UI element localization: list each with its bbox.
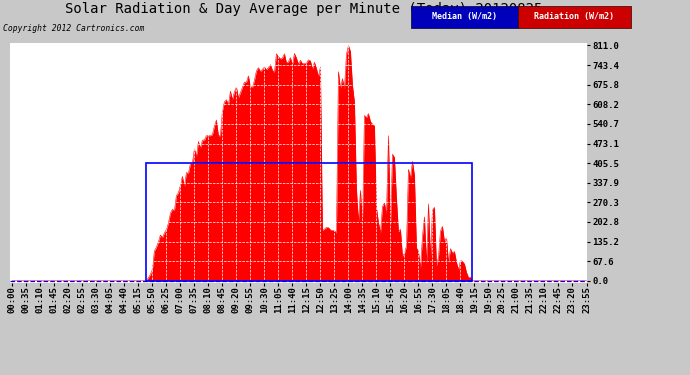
Text: Copyright 2012 Cartronics.com: Copyright 2012 Cartronics.com [3, 24, 145, 33]
Bar [146, 163, 473, 281]
Text: Median (W/m2): Median (W/m2) [431, 12, 497, 21]
Text: Radiation (W/m2): Radiation (W/m2) [535, 12, 614, 21]
Text: Solar Radiation & Day Average per Minute (Today) 20120825: Solar Radiation & Day Average per Minute… [65, 2, 542, 16]
